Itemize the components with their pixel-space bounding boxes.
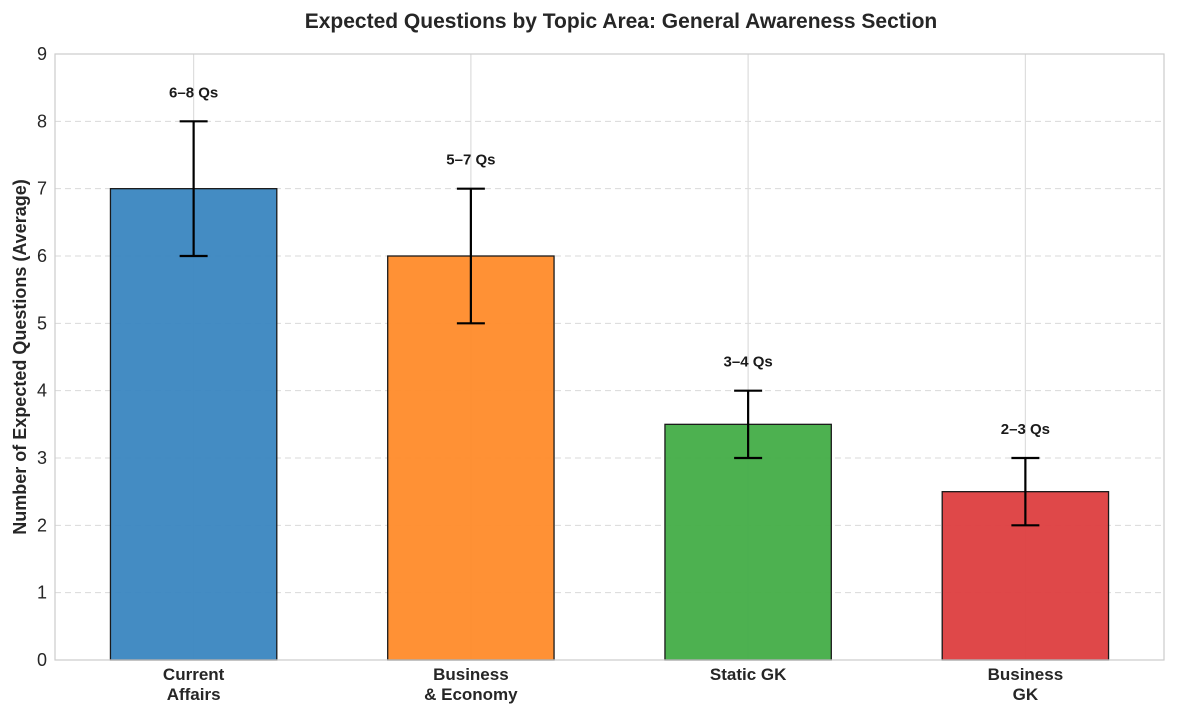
y-tick-label: 6 (37, 246, 47, 266)
x-tick-label-line: GK (1013, 685, 1039, 704)
x-tick-label-line: & Economy (424, 685, 518, 704)
y-tick-label: 4 (37, 381, 47, 401)
y-tick-label: 0 (37, 650, 47, 670)
data-label: 5–7 Qs (446, 152, 495, 169)
y-tick-label: 8 (37, 111, 47, 131)
bar (109, 188, 278, 661)
x-tick-label-line: Static GK (710, 665, 787, 684)
y-tick-label: 1 (37, 583, 47, 603)
error-bar-layer (179, 120, 1040, 527)
data-label: 6–8 Qs (169, 84, 218, 101)
bar-layer (109, 188, 1110, 661)
y-axis-label: Number of Expected Questions (Average) (10, 179, 30, 534)
x-tick-label-line: Current (163, 665, 225, 684)
chart-title: Expected Questions by Topic Area: Genera… (305, 10, 938, 33)
x-tick-label-line: Business (988, 665, 1064, 684)
x-tick-label: Current Affairs (163, 665, 225, 704)
plot-frame (54, 53, 1165, 661)
y-tick-label: 7 (37, 179, 47, 199)
x-tick-label-line: Affairs (167, 685, 221, 704)
y-tick-label: 3 (37, 448, 47, 468)
x-tick-label: Business & Economy (424, 665, 518, 704)
data-label-layer: 6–8 Qs 5–7 Qs 3–4 Qs 2–3 Qs (169, 84, 1050, 438)
data-label: 3–4 Qs (724, 354, 773, 371)
data-label: 2–3 Qs (1001, 421, 1050, 438)
x-tick-label: Business GK (988, 665, 1064, 704)
x-tick-label: Static GK (710, 665, 787, 684)
bar (664, 423, 832, 661)
x-tick-label-line: Business (433, 665, 509, 684)
y-tick-label: 9 (37, 44, 47, 64)
y-tick-label: 5 (37, 313, 47, 333)
y-tick-label: 2 (37, 515, 47, 535)
y-tick-layer: 0 1 2 3 4 5 6 7 8 9 (37, 44, 47, 670)
